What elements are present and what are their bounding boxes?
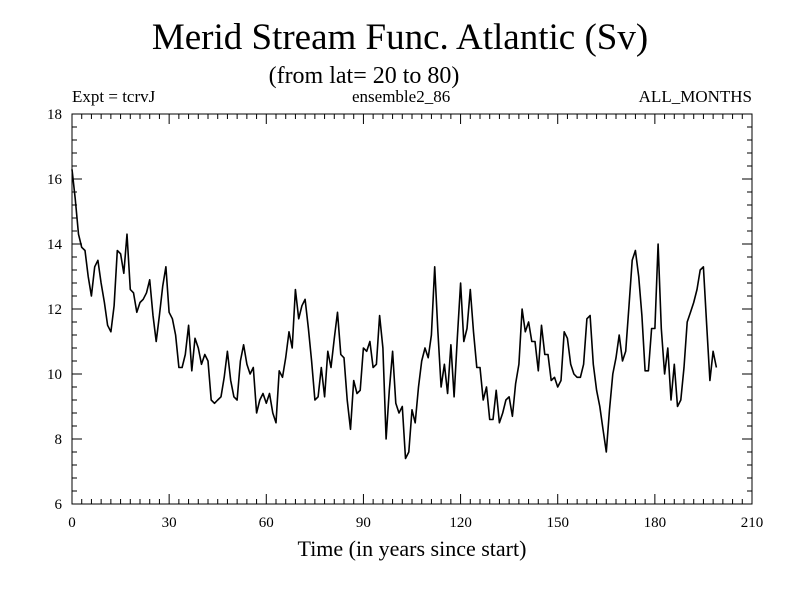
x-tick-label: 150 [546,515,569,531]
x-tick-label: 120 [449,515,472,531]
x-tick-label: 210 [741,515,764,531]
y-tick-label: 16 [47,172,63,188]
x-tick-label: 60 [259,515,274,531]
ensemble-label: ensemble2_86 [352,87,451,106]
x-axis-label: Time (in years since start) [297,536,527,561]
data-series-line [71,169,718,460]
y-tick-label: 12 [47,302,62,318]
axis-ticks [71,113,753,505]
x-tick-label: 0 [68,515,76,531]
months-label: ALL_MONTHS [638,87,752,106]
y-tick-label: 18 [47,107,62,123]
x-tick-labels: 0 30 60 90 120 150 180 210 [68,515,763,531]
y-tick-labels: 6 8 10 12 14 16 18 [47,107,63,513]
y-tick-label: 6 [55,497,63,513]
chart-title: Merid Stream Func. Atlantic (Sv) [151,17,649,58]
plot-frame [71,113,753,505]
experiment-label: Expt = tcrvJ [72,87,156,106]
chart-subtitle: (from lat= 20 to 80) [268,63,460,89]
y-tick-label: 14 [47,237,63,253]
y-tick-label: 10 [47,367,62,383]
x-tick-label: 180 [644,515,667,531]
x-tick-label: 30 [162,515,177,531]
y-tick-label: 8 [55,432,63,448]
x-tick-label: 90 [356,515,371,531]
